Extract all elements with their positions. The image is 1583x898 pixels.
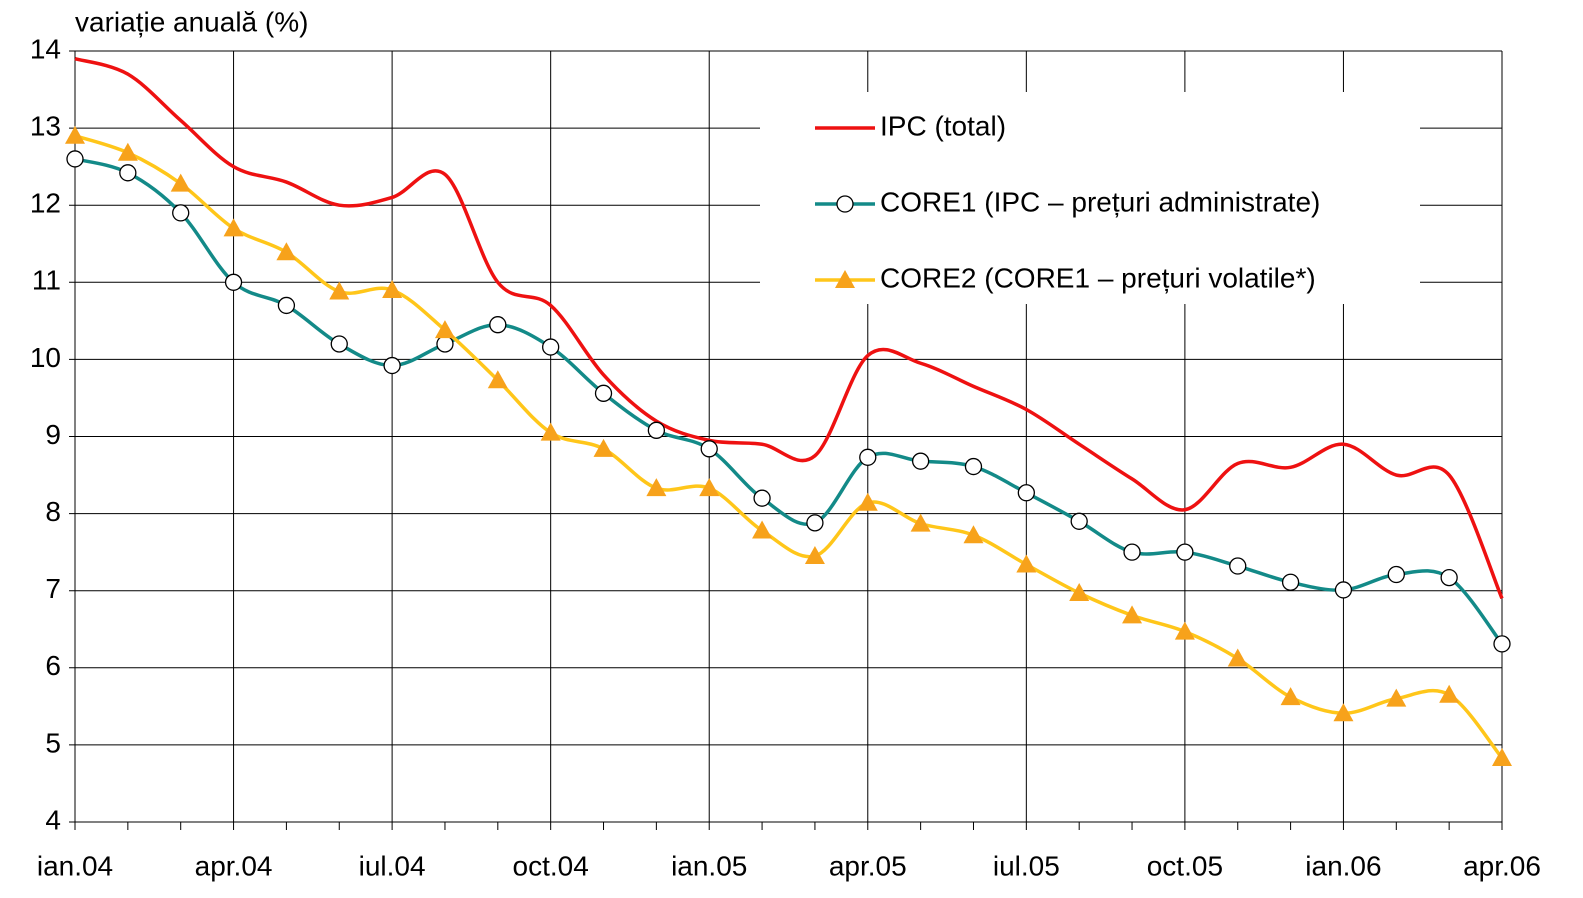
x-tick-label: ian.06 <box>1305 850 1381 881</box>
x-tick-label: apr.06 <box>1463 850 1541 881</box>
y-tick-label: 10 <box>30 342 61 373</box>
data-point <box>1123 543 1141 561</box>
legend-marker <box>835 270 855 288</box>
x-tick-label: apr.04 <box>195 850 273 881</box>
data-point <box>434 320 455 339</box>
data-point <box>911 452 930 470</box>
data-point <box>806 514 824 532</box>
y-tick-label: 5 <box>45 727 61 758</box>
data-point <box>119 164 137 182</box>
legend-marker <box>836 195 854 213</box>
data-point <box>66 150 84 168</box>
data-point <box>593 438 614 457</box>
data-point <box>436 335 454 353</box>
data-point <box>1281 573 1300 591</box>
data-point <box>1069 583 1090 602</box>
data-point <box>752 520 773 539</box>
data-point <box>1334 581 1353 599</box>
data-point <box>330 335 348 353</box>
data-point <box>1493 635 1511 653</box>
data-point <box>1174 621 1195 640</box>
y-tick-label: 14 <box>30 33 61 64</box>
y-tick-label: 7 <box>45 573 61 604</box>
data-point <box>1016 554 1037 573</box>
x-tick-label: iul.04 <box>359 850 426 881</box>
data-point <box>1440 568 1458 587</box>
data-point <box>859 448 877 466</box>
y-axis-label: variație anuală (%) <box>75 6 308 37</box>
y-tick-label: 13 <box>30 110 61 141</box>
data-point <box>1229 557 1247 575</box>
data-point <box>170 173 191 192</box>
data-point <box>646 478 667 497</box>
x-tick-label: oct.04 <box>513 850 589 881</box>
data-point <box>964 457 983 476</box>
data-point <box>487 370 508 389</box>
x-tick-label: ian.05 <box>671 850 747 881</box>
x-tick-label: apr.05 <box>829 850 907 881</box>
data-point <box>1333 703 1354 722</box>
data-point <box>1387 565 1405 584</box>
data-point <box>699 478 720 497</box>
data-point <box>542 338 560 356</box>
y-tick-label: 9 <box>45 419 61 450</box>
legend-label: CORE2 (CORE1 – prețuri volatile*) <box>880 262 1316 293</box>
series-line <box>74 157 1504 645</box>
data-point <box>1017 484 1035 502</box>
x-tick-label: iul.05 <box>993 850 1060 881</box>
data-point <box>1227 648 1248 667</box>
data-point <box>1386 688 1407 707</box>
data-point <box>1439 684 1460 703</box>
y-tick-label: 4 <box>45 804 61 835</box>
x-tick-label: oct.05 <box>1147 850 1223 881</box>
data-point <box>963 525 984 544</box>
data-point <box>1176 543 1194 561</box>
series-line <box>74 134 1504 760</box>
data-point <box>117 142 138 161</box>
data-point <box>1280 687 1301 706</box>
data-point <box>647 421 666 439</box>
y-tick-label: 12 <box>30 188 61 219</box>
data-point <box>1070 512 1088 530</box>
data-point <box>65 125 85 144</box>
legend-label: IPC (total) <box>880 110 1006 141</box>
data-point <box>1122 605 1143 624</box>
y-tick-label: 8 <box>45 496 61 527</box>
data-point <box>540 422 561 441</box>
data-point <box>223 218 244 237</box>
legend-label: CORE1 (IPC – prețuri administrate) <box>880 186 1320 217</box>
series-line <box>74 57 1504 600</box>
data-point <box>753 489 771 507</box>
data-point <box>594 384 613 402</box>
data-point <box>804 546 825 565</box>
data-point <box>172 204 190 222</box>
data-point <box>700 440 718 458</box>
data-point <box>224 273 243 291</box>
data-point <box>910 513 931 532</box>
data-point <box>329 281 350 300</box>
y-tick-label: 6 <box>45 650 61 681</box>
x-tick-label: ian.04 <box>37 850 113 881</box>
data-point <box>276 242 297 261</box>
data-point <box>383 356 401 375</box>
data-point <box>1492 748 1512 767</box>
data-point <box>277 296 296 315</box>
data-point <box>382 280 403 299</box>
data-point <box>489 316 507 334</box>
y-tick-label: 11 <box>32 265 61 296</box>
data-point <box>857 492 878 511</box>
